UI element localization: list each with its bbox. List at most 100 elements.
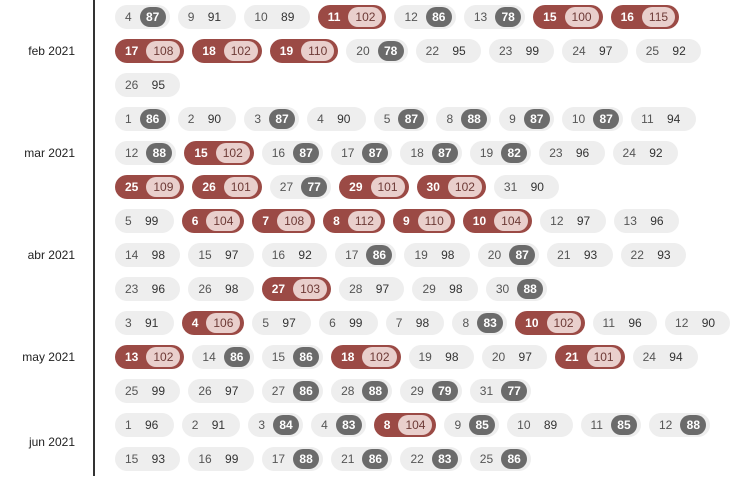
day-number: 27 [271,384,286,398]
day-chip: 22 93 [620,243,686,267]
day-value: 97 [225,248,239,262]
day-value: 77 [301,177,328,197]
day-value: 89 [281,10,295,24]
day-value: 87 [431,143,458,163]
day-number: 25 [479,452,494,466]
day-chip: 11 96 [592,311,658,335]
day-chip: 1 86 [115,107,170,131]
day-value: 93 [583,248,598,262]
day-value: 101 [586,347,621,367]
day-value: 101 [223,177,258,197]
day-value: 100 [564,7,599,27]
day-chip: 19 98 [408,345,474,369]
day-number: 20 [356,44,370,58]
day-number: 22 [425,44,439,58]
day-value: 102 [546,313,581,333]
day-chip: 15 100 [533,5,603,29]
day-number: 11 [641,112,654,126]
day-value: 103 [293,279,328,299]
day-value: 87 [269,109,296,129]
day-chip: 19 98 [404,243,470,267]
day-row: 25 99 26 97 27 86 28 88 29 79 31 77 [115,374,730,408]
day-chip: 29 79 [400,379,462,403]
day-value: 96 [575,146,590,160]
day-number: 2 [187,112,195,126]
day-value: 97 [225,384,239,398]
day-value: 92 [298,248,312,262]
day-number: 24 [642,350,656,364]
day-chip: 20 87 [477,243,540,267]
day-value: 88 [680,415,707,435]
day-value: 104 [494,211,529,231]
day-number: 15 [125,452,139,466]
day-value: 86 [501,449,528,469]
day-chip: 25 92 [635,39,702,63]
day-value: 96 [145,418,159,432]
day-number: 1 [125,418,132,432]
day-row: 4 87 9 91 10 89 11 102 12 86 13 78 15 100 16 115 [115,0,701,34]
day-row: 26 95 [115,68,701,102]
day-number: 31 [479,384,494,398]
day-chip: 8 88 [436,107,492,131]
day-value: 110 [301,41,335,61]
day-value: 86 [366,245,393,265]
day-row: 1 96 2 91 3 84 4 83 8 104 9 85 10 89 11 85 12 88 [115,408,711,442]
day-chip: 25 99 [115,379,181,403]
day-value: 90 [337,112,351,126]
day-number: 26 [125,78,139,92]
day-chip: 20 78 [346,39,408,63]
day-row: 25 109 26 101 27 77 29 101 30 102 31 90 [115,170,696,204]
day-number: 19 [414,248,428,262]
day-chip: 24 94 [632,345,698,369]
day-value: 84 [273,415,300,435]
day-chip: 26 95 [115,73,181,97]
day-chip: 18 102 [331,345,401,369]
month-rows: 1 86 2 90 3 87 4 90 5 87 8 88 9 87 10 87 11 94 12 88 15 102 16… [95,102,696,204]
day-value: 109 [146,177,181,197]
day-chip: 23 99 [489,39,555,63]
day-chip: 6 99 [319,311,378,335]
day-number: 10 [517,418,531,432]
day-value: 91 [211,418,226,432]
day-chip: 5 97 [252,311,312,335]
day-number: 11 [602,316,616,330]
day-chip: 27 103 [261,277,332,301]
day-chip: 6 104 [181,209,245,233]
day-number: 23 [125,282,139,296]
day-number: 10 [525,316,539,330]
day-number: 13 [473,10,488,24]
day-number: 11 [590,418,603,432]
day-number: 9 [454,418,462,432]
day-chip: 23 96 [539,141,605,165]
day-number: 12 [404,10,418,24]
day-row: 1 86 2 90 3 87 4 90 5 87 8 88 9 87 10 87 11 94 [115,102,696,136]
day-row: 13 102 14 86 15 86 18 102 19 98 20 97 21 101 24 94 [115,340,730,374]
day-chip: 2 90 [177,107,237,131]
day-chip: 24 92 [612,141,678,165]
day-number: 7 [395,316,403,330]
day-number: 24 [572,44,586,58]
day-value: 97 [599,44,613,58]
day-number: 3 [125,316,132,330]
day-value: 87 [293,143,320,163]
day-value: 102 [447,177,482,197]
day-value: 108 [277,211,312,231]
day-number: 20 [491,350,506,364]
day-value: 86 [223,347,250,367]
day-chip: 19 110 [269,39,339,63]
day-value: 91 [207,10,222,24]
day-chip: 11 102 [317,5,387,29]
day-value: 102 [215,143,250,163]
day-value: 108 [146,41,181,61]
day-value: 96 [151,282,166,296]
day-number: 7 [262,214,270,228]
day-value: 99 [225,452,239,466]
day-chip: 12 86 [394,5,456,29]
day-chip: 8 83 [452,311,508,335]
day-number: 6 [329,316,336,330]
day-number: 12 [125,146,139,160]
day-value: 86 [293,347,320,367]
day-number: 28 [349,282,363,296]
day-chip: 13 78 [463,5,526,29]
